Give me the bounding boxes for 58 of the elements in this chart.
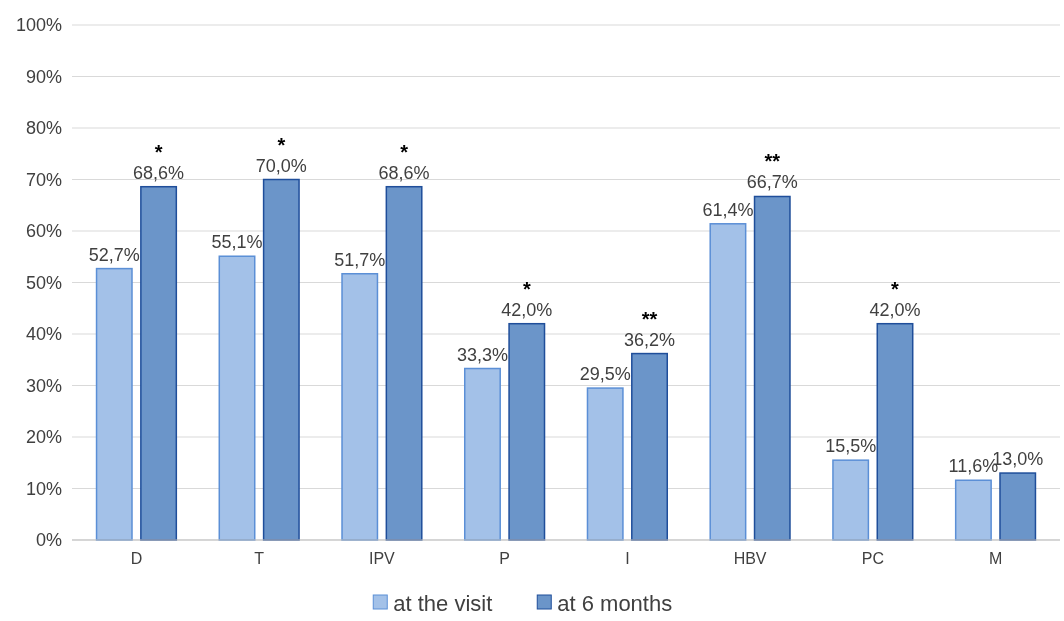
data-label: 55,1%: [211, 232, 263, 253]
x-tick-label: HBV: [733, 550, 767, 567]
x-tick-label: M: [988, 550, 1003, 567]
data-label: 42,0%: [869, 299, 921, 320]
data-label: 66,7%: [746, 172, 798, 193]
bar: [508, 322, 546, 541]
data-label: 51,7%: [334, 249, 386, 270]
legend-label: at the visit: [393, 590, 493, 616]
x-tick-label: I: [625, 550, 630, 567]
bar: [876, 322, 914, 541]
bar: [262, 178, 300, 541]
annotation: *: [400, 140, 409, 163]
bar: [709, 223, 747, 541]
bar: [95, 267, 133, 541]
x-tick-label: P: [499, 550, 510, 567]
annotation: *: [154, 140, 163, 163]
data-label: 29,5%: [579, 364, 631, 385]
y-tick-label: 20%: [25, 427, 62, 448]
x-tick-label: PC: [861, 550, 884, 567]
y-tick-label: 70%: [25, 169, 62, 190]
y-tick-label: 100%: [15, 15, 62, 36]
annotation: *: [277, 133, 286, 156]
y-tick-label: 60%: [25, 221, 62, 242]
bar: [954, 479, 992, 541]
data-label: 68,6%: [378, 162, 430, 183]
bar: [753, 195, 791, 541]
data-label: 15,5%: [825, 436, 877, 457]
data-label: 36,2%: [624, 329, 676, 350]
annotation: **: [641, 307, 658, 330]
bar: [631, 352, 668, 541]
y-tick-label: 0%: [35, 530, 62, 551]
bar: [586, 387, 624, 541]
bar: [464, 367, 501, 541]
data-label: 42,0%: [501, 299, 553, 320]
y-tick-label: 30%: [25, 375, 62, 396]
bar: [218, 255, 256, 541]
y-tick-label: 10%: [25, 478, 62, 499]
y-tick-label: 50%: [25, 272, 62, 293]
y-tick-label: 90%: [25, 66, 62, 87]
y-tick-label: 40%: [25, 324, 62, 345]
y-tick-label: 80%: [25, 118, 62, 139]
x-tick-label: T: [254, 550, 265, 567]
legend-label: at 6 months: [557, 590, 673, 616]
bar: [999, 472, 1037, 541]
annotation: *: [522, 277, 531, 300]
annotation: *: [891, 277, 900, 300]
data-label: 52,7%: [88, 244, 140, 265]
annotation: **: [764, 150, 781, 173]
data-label: 61,4%: [702, 199, 754, 220]
bar: [140, 185, 178, 541]
x-tick-label: IPV: [369, 550, 396, 567]
bar: [341, 273, 379, 541]
bar: [385, 185, 423, 541]
data-label: 68,6%: [133, 162, 185, 183]
data-label: 33,3%: [456, 344, 508, 365]
data-label: 70,0%: [255, 155, 307, 176]
x-tick-label: D: [130, 550, 143, 567]
bar: [832, 459, 870, 541]
